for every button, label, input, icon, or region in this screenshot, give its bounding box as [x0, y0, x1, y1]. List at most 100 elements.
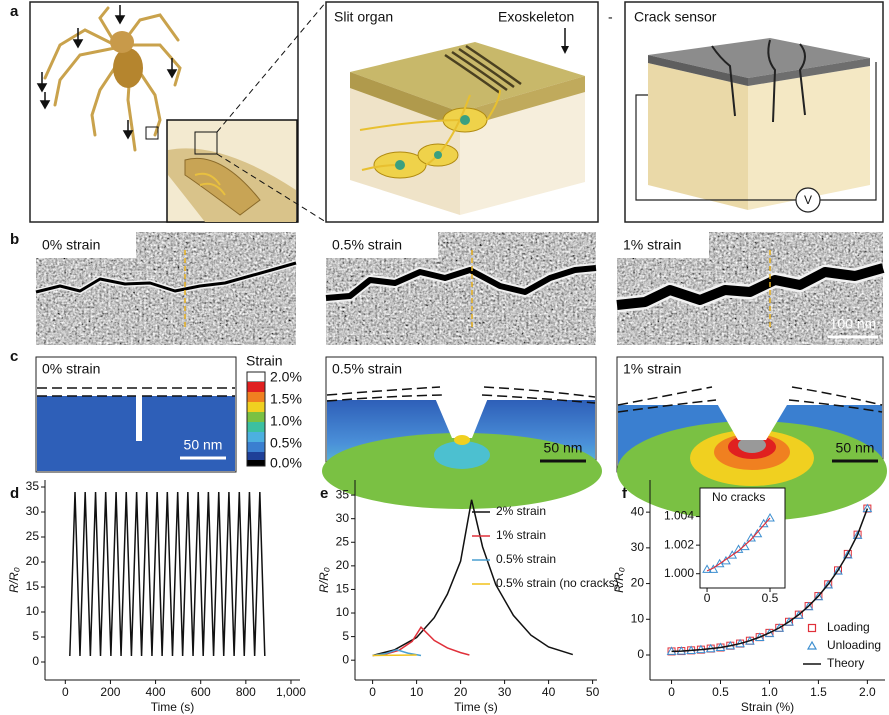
annotation: No cracks: [712, 490, 765, 504]
shape-ellipse: [434, 441, 490, 469]
exoskeleton-label: Exoskeleton: [498, 9, 574, 25]
x-tick-label: 800: [236, 685, 256, 699]
x-tick-label: 30: [498, 685, 512, 699]
x-tick-label: 0.5: [762, 591, 779, 605]
y-tick-label: 35: [26, 479, 40, 493]
y-axis-label: R/R₀: [612, 567, 626, 593]
shape-polygon: [648, 63, 748, 210]
crack-sensor-panel: V Crack sensor: [625, 2, 883, 222]
x-tick-label: 400: [146, 685, 166, 699]
panel-label: d: [10, 485, 19, 502]
panel-label: a: [10, 3, 19, 20]
shape-rect: [136, 395, 142, 441]
scale-bar-label: 50 nm: [184, 437, 223, 453]
x-tick-label: 200: [100, 685, 120, 699]
y-tick-label: 15: [26, 579, 40, 593]
colorbar: [247, 372, 265, 466]
slit-organ-panel: Slit organ Exoskeleton: [326, 2, 598, 222]
scale-bar-label: 50 nm: [836, 440, 875, 456]
page: {"panels": {"a": "a", "b": "b", "c": "c"…: [0, 0, 889, 715]
x-tick-label: 1.5: [810, 685, 827, 699]
panel-label: c: [10, 348, 18, 365]
y-tick-label: 0: [637, 647, 644, 661]
shape-circle: [460, 115, 470, 125]
x-tick-label: 1.0: [761, 685, 778, 699]
strain-label: 0% strain: [42, 361, 100, 377]
y-tick-label: 30: [336, 511, 350, 525]
legend-label: 0.5% strain (no cracks): [496, 576, 619, 590]
shape-circle: [434, 151, 442, 159]
legend-label: 1% strain: [496, 528, 546, 542]
y-tick-label: 1.002: [664, 537, 694, 551]
x-tick-label: 1,000: [276, 685, 306, 699]
x-tick-label: 0: [668, 685, 675, 699]
x-tick-label: 0: [369, 685, 376, 699]
sem-images: [36, 232, 883, 345]
x-tick-label: 50: [586, 685, 600, 699]
legend-label: Unloading: [827, 638, 881, 652]
strain-label: 0% strain: [42, 237, 100, 253]
strain-label: 0.5% strain: [332, 361, 402, 377]
y-tick-label: 1.004: [664, 509, 694, 523]
crack-sensor-label: Crack sensor: [634, 9, 717, 25]
legend-swatch: [808, 642, 816, 649]
shape-ellipse: [454, 435, 470, 445]
y-tick-label: 10: [631, 611, 645, 625]
y-tick-label: 0: [342, 652, 349, 666]
scale-bar-label: 50 nm: [544, 440, 583, 456]
legend-label: 0.5% strain: [496, 552, 556, 566]
y-tick-label: 10: [336, 605, 350, 619]
figure: a b c d e f: [0, 0, 889, 715]
strain-label: 1% strain: [623, 361, 681, 377]
colorbar-tick: 0.5%: [270, 435, 302, 451]
y-tick-label: 15: [336, 582, 350, 596]
shape-rect: [247, 412, 265, 422]
y-tick-label: 30: [26, 504, 40, 518]
panel-label: b: [10, 231, 19, 248]
x-axis-label: Time (s): [454, 700, 498, 714]
y-tick-label: 5: [342, 629, 349, 643]
y-tick-label: 20: [26, 554, 40, 568]
data-line: [70, 492, 265, 656]
spider-panel: [30, 2, 326, 222]
colorbar-tick: 0.0%: [270, 455, 302, 471]
x-tick-label: 10: [410, 685, 424, 699]
y-tick-label: 35: [336, 487, 350, 501]
y-tick-label: 5: [32, 629, 39, 643]
legend-label: 2% strain: [496, 504, 546, 518]
shape-ellipse: [113, 48, 143, 88]
slit-organ-label: Slit organ: [334, 9, 393, 25]
shape-circle: [395, 160, 405, 170]
shape-ellipse: [110, 31, 134, 53]
x-tick-label: 0.5: [712, 685, 729, 699]
x-tick-label: 2.0: [859, 685, 876, 699]
panel-label: e: [320, 485, 328, 502]
x-axis-label: Time (s): [151, 700, 195, 714]
shape-rect: [247, 372, 265, 382]
y-tick-label: 10: [26, 604, 40, 618]
shape-rect: [247, 402, 265, 412]
y-tick-label: 30: [631, 540, 645, 554]
y-tick-label: 1.000: [664, 566, 694, 580]
x-tick-label: 0: [704, 591, 711, 605]
legend-swatch: [809, 625, 816, 632]
voltmeter-label: V: [804, 193, 812, 207]
colorbar-tick: 2.0%: [270, 369, 302, 385]
y-tick-label: 25: [26, 529, 40, 543]
strain-label: 0.5% strain: [332, 237, 402, 253]
y-tick-label: 40: [631, 504, 645, 518]
legend-label: Loading: [827, 620, 870, 634]
colorbar-tick: 1.0%: [270, 413, 302, 429]
legend-label: Theory: [827, 656, 864, 670]
y-tick-label: 0: [32, 654, 39, 668]
x-tick-label: 0: [62, 685, 69, 699]
y-axis-label: R/R₀: [7, 567, 21, 593]
x-axis-label: Strain (%): [741, 700, 794, 714]
shape-rect: [247, 432, 265, 442]
shape-rect: [247, 382, 265, 392]
strain-label: 1% strain: [623, 237, 681, 253]
x-tick-label: 20: [454, 685, 468, 699]
shape-rect: [247, 460, 265, 466]
y-tick-label: 20: [631, 576, 645, 590]
separator: -: [608, 9, 613, 25]
